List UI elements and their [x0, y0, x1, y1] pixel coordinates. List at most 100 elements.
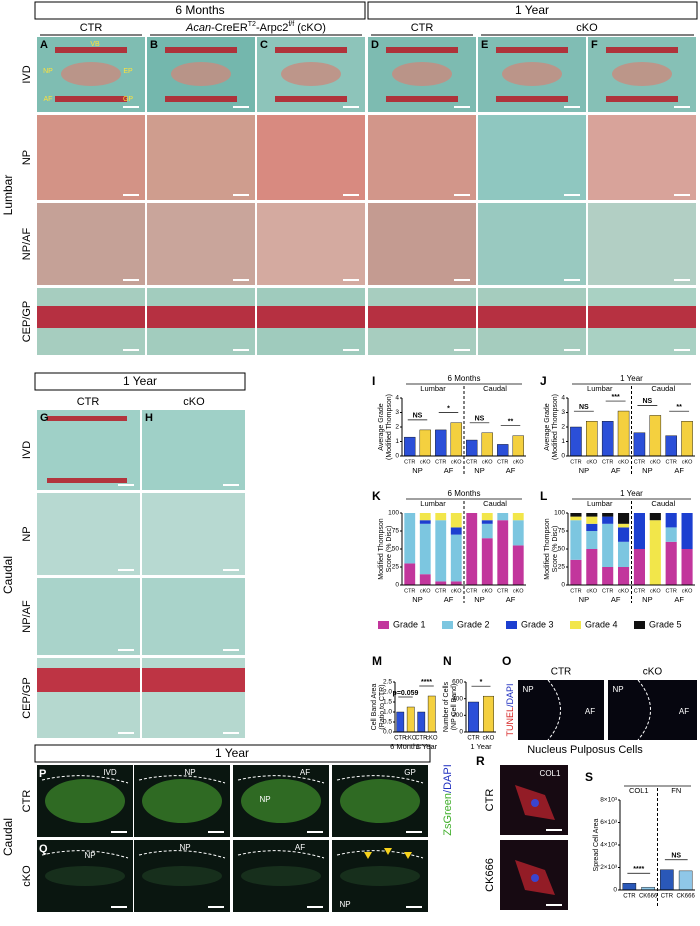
stain-band: [257, 306, 365, 328]
bar-segment: [618, 541, 630, 567]
x-group-label: NP: [412, 466, 422, 475]
panel-letter: A: [40, 39, 48, 51]
y-tick-label: 8×10³: [600, 797, 618, 804]
y-tick-label: 2.0: [383, 689, 392, 696]
cko-title: Acan-CreERT2-Arpc2f/f (cKO): [185, 21, 326, 34]
row-label: cKO: [21, 865, 33, 887]
x-tick-label: cKO: [618, 588, 629, 594]
section-title: 1 Year: [515, 3, 549, 17]
significance: *: [447, 405, 450, 412]
bar-segment: [419, 513, 431, 521]
stain-band: [275, 96, 347, 102]
x-tick-label: CTR: [661, 894, 674, 900]
bar: [396, 711, 405, 733]
image-panel: [608, 680, 697, 740]
bar-segment: [419, 523, 431, 575]
stain-green: ZsGreen: [442, 793, 454, 836]
y-axis-label: Score (% Disc): [552, 526, 559, 573]
significance: ****: [421, 679, 432, 686]
section-title: Nucleus Pulposus Cells: [527, 744, 643, 756]
section-box: [34, 1, 366, 20]
bar-segment: [481, 523, 493, 539]
x-tick-label: CTR: [634, 459, 645, 465]
legend-label: Grade 2: [457, 619, 490, 629]
panel-letter: L: [540, 489, 547, 503]
section-box: [34, 372, 246, 391]
bar-segment: [602, 513, 614, 517]
y-tick-label: 75: [558, 528, 566, 535]
row-label: CEP/GP: [21, 301, 33, 343]
region-label: AF: [295, 843, 305, 852]
group-label: COL1: [629, 786, 649, 795]
bar: [419, 429, 431, 457]
x-tick-label: cKO: [682, 588, 693, 594]
x-group-label: AF: [611, 466, 621, 475]
y-axis-label: (Modified Thompson): [552, 394, 559, 460]
x-tick-label: cKO: [420, 588, 431, 594]
x-group-label: NP: [579, 466, 589, 475]
bar-segment: [481, 520, 493, 524]
bar: [586, 421, 598, 457]
y-tick-label: 3: [395, 409, 399, 416]
x-tick-label: cKO: [451, 459, 462, 465]
signal: [241, 866, 321, 886]
bar-segment: [649, 520, 661, 585]
y-tick-label: 1: [395, 438, 399, 445]
row-label: NP: [21, 526, 33, 541]
bar-segment: [512, 520, 524, 546]
disc: [281, 62, 341, 86]
stain-band: [496, 47, 568, 53]
x-tick-label: CTR: [623, 894, 636, 900]
disc: [171, 62, 231, 86]
legend-label: Grade 1: [393, 619, 426, 629]
bar: [633, 432, 646, 457]
bar: [427, 695, 436, 733]
region-label: NP: [612, 685, 623, 694]
column-title: cKO: [183, 396, 205, 408]
x-group-label: 6 Months: [390, 742, 421, 751]
y-tick-label: 0.5: [383, 719, 392, 726]
signal: [241, 779, 321, 823]
group-label: Lumbar: [587, 384, 613, 393]
panel-letter: J: [540, 374, 547, 388]
y-axis-label: Number of Cells: [443, 681, 450, 732]
arrowhead: [404, 852, 412, 859]
x-group-label: AF: [444, 466, 454, 475]
bar-segment: [618, 567, 630, 585]
y-tick-label: 50: [392, 546, 400, 553]
region-label: Lumbar: [1, 175, 15, 216]
bar-segment: [586, 513, 598, 517]
x-tick-label: cKO: [618, 459, 629, 465]
panel-letter: G: [40, 412, 49, 424]
bar-segment: [450, 513, 462, 528]
x-tick-label: CTR: [404, 459, 415, 465]
significance: ****: [633, 866, 644, 873]
boundary: [637, 679, 651, 741]
chart-title: 1 Year: [620, 489, 643, 498]
bar-segment: [649, 513, 661, 521]
x-tick-label: CTR: [497, 588, 508, 594]
bar-segment: [570, 520, 582, 560]
x-group-label: 1 Year: [416, 742, 438, 751]
image-panel: [142, 493, 245, 575]
image-panel: [37, 578, 140, 655]
driver: -CreER: [211, 22, 248, 34]
image-panel: [147, 203, 255, 285]
y-axis-label: Average Grade: [378, 403, 385, 450]
x-group-label: AF: [674, 595, 684, 604]
significance: p=0.059: [393, 690, 419, 697]
y-tick-label: 3: [561, 409, 565, 416]
annotation: GP: [123, 96, 133, 103]
image-panel: [518, 680, 604, 740]
signal: [45, 779, 125, 823]
x-group-label: 1 Year: [470, 742, 492, 751]
y-tick-label: 0: [459, 729, 463, 736]
x-tick-label: cKO: [482, 588, 493, 594]
column-title: cKO: [576, 22, 598, 34]
x-tick-label: cKO: [426, 736, 438, 742]
region-label: NP: [84, 851, 95, 860]
x-tick-label: cKO: [650, 459, 661, 465]
x-tick-label: cKO: [405, 736, 417, 742]
bar-segment: [466, 513, 478, 585]
section-title: 1 Year: [123, 374, 157, 388]
